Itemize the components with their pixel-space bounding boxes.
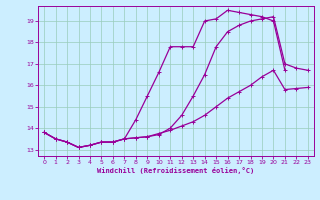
- X-axis label: Windchill (Refroidissement éolien,°C): Windchill (Refroidissement éolien,°C): [97, 167, 255, 174]
